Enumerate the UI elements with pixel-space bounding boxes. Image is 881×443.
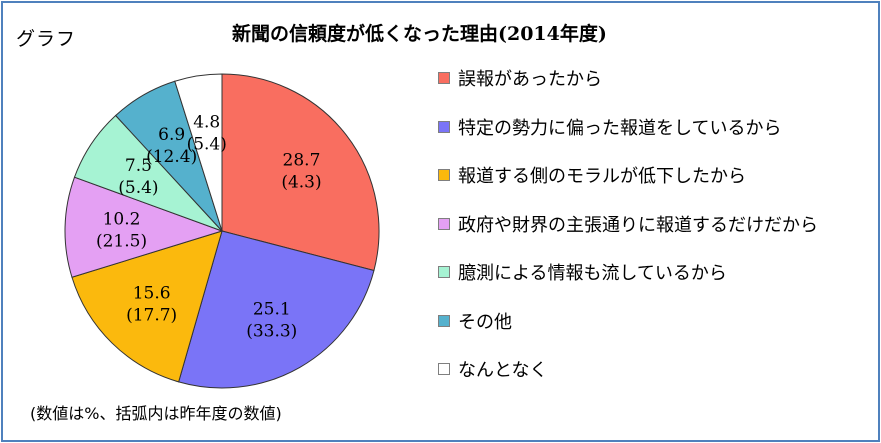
footnote: (数値は%、括弧内は昨年度の数値) bbox=[30, 404, 282, 423]
slice-previous-label-7: (5.4) bbox=[187, 135, 227, 155]
corner-label: グラフ bbox=[16, 28, 77, 50]
legend-item-5: 臆測による情報も流しているから bbox=[438, 260, 727, 284]
slice-value-label-4: 10.2 bbox=[103, 209, 141, 229]
legend-label-1: 誤報があったから bbox=[458, 69, 602, 90]
slice-value-label-3: 15.6 bbox=[133, 284, 171, 304]
legend-item-2: 特定の勢力に偏った報道をしているから bbox=[438, 115, 781, 139]
pie-slice-3 bbox=[71, 230, 223, 383]
legend-label-5: 臆測による情報も流しているから bbox=[458, 263, 727, 284]
legend-item-4: 政府や財界の主張通りに報道するだけだから bbox=[438, 212, 818, 236]
slice-value-label-1: 28.7 bbox=[283, 151, 321, 171]
legend-item-7: なんとなく bbox=[438, 357, 547, 381]
slice-value-label-7: 4.8 bbox=[193, 113, 220, 133]
legend-swatch-3 bbox=[438, 169, 450, 181]
chart-title: 新聞の信頼度が低くなった理由(2014年度) bbox=[232, 23, 607, 45]
slice-value-label-6: 6.9 bbox=[158, 125, 185, 145]
legend-item-1: 誤報があったから bbox=[438, 66, 602, 90]
slice-value-label-5: 7.5 bbox=[125, 156, 152, 176]
legend-label-7: なんとなく bbox=[458, 360, 548, 381]
slice-previous-label-3: (17.7) bbox=[126, 306, 177, 326]
legend-swatch-6 bbox=[438, 314, 450, 327]
legend-label-4: 政府や財界の主張通りに報道するだけだから bbox=[458, 214, 818, 236]
legend-swatch-2 bbox=[438, 120, 450, 133]
pie-slice-4 bbox=[64, 176, 224, 278]
slice-value-label-2: 25.1 bbox=[253, 299, 291, 319]
slice-previous-label-5: (5.4) bbox=[118, 178, 158, 198]
pie-slice-7 bbox=[174, 73, 223, 232]
legend-label-3: 報道する側のモラルが低下したから bbox=[458, 166, 746, 187]
legend-swatch-1 bbox=[438, 72, 450, 84]
legend-swatch-5 bbox=[438, 266, 450, 278]
legend-label-6: その他 bbox=[458, 311, 512, 333]
slice-previous-label-1: (4.3) bbox=[281, 173, 321, 193]
pie-slice-2 bbox=[178, 230, 375, 389]
legend-item-6: その他 bbox=[438, 309, 512, 333]
slice-previous-label-4: (21.5) bbox=[96, 231, 147, 251]
legend-swatch-4 bbox=[438, 217, 450, 230]
legend-item-3: 報道する側のモラルが低下したから bbox=[438, 163, 746, 187]
legend-swatch-7 bbox=[438, 363, 450, 375]
slice-previous-label-2: (33.3) bbox=[246, 321, 297, 341]
legend-label-2: 特定の勢力に偏った報道をしているから bbox=[458, 117, 782, 139]
pie-slice-1 bbox=[221, 73, 380, 272]
slice-previous-label-6: (12.4) bbox=[146, 147, 197, 167]
